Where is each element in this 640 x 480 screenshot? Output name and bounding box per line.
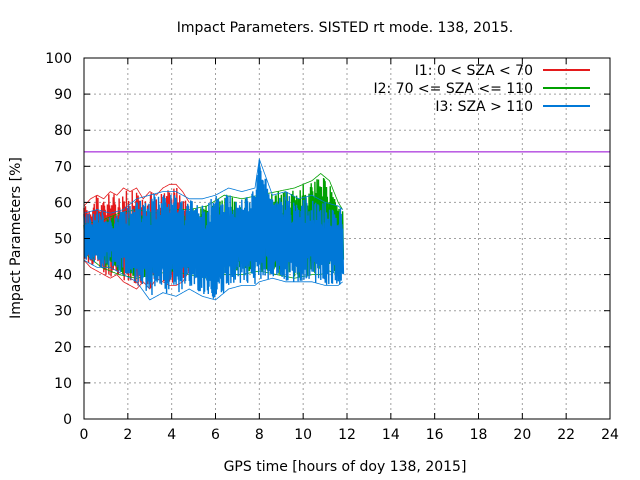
- x-tick-label: 10: [294, 427, 312, 443]
- y-tick-label: 100: [45, 51, 72, 67]
- y-tick-label: 10: [54, 376, 72, 392]
- x-tick-label: 12: [338, 427, 356, 443]
- x-tick-label: 8: [255, 427, 264, 443]
- series-lower-envelope: [83, 259, 190, 290]
- x-tick-label: 0: [80, 427, 89, 443]
- y-tick-label: 90: [54, 87, 72, 103]
- series-3: [83, 157, 345, 301]
- legend-label: I1: 0 < SZA < 70: [415, 63, 533, 79]
- x-ticks: 0 2 4 6 8 10 12 14 16 18 20 22 24: [80, 58, 619, 443]
- y-tick-label: 50: [54, 232, 72, 248]
- y-tick-label: 80: [54, 123, 72, 139]
- series-lower-envelope: [83, 259, 343, 301]
- y-ticks: 0 10 20 30 40 50 60 70 80 90 100: [45, 51, 610, 428]
- series-upper-envelope: [83, 157, 343, 214]
- x-tick-label: 6: [211, 427, 220, 443]
- series-line: [83, 160, 345, 299]
- x-axis-label: GPS time [hours of doy 138, 2015]: [224, 459, 467, 475]
- x-tick-label: 22: [557, 427, 575, 443]
- legend: I1: 0 < SZA < 70 I2: 70 <= SZA <= 110 I3: …: [373, 63, 590, 115]
- y-axis-label: Impact Parameters [%]: [8, 157, 24, 319]
- x-tick-label: 16: [426, 427, 444, 443]
- series-upper-envelope: [83, 172, 343, 225]
- legend-label: I3: SZA > 110: [435, 99, 533, 115]
- series-layer: [83, 157, 345, 301]
- x-tick-label: 14: [382, 427, 400, 443]
- y-tick-label: 30: [54, 304, 72, 320]
- series-upper-envelope: [83, 183, 190, 207]
- legend-label: I2: 70 <= SZA <= 110: [373, 81, 533, 97]
- y-tick-label: 70: [54, 159, 72, 175]
- y-tick-label: 40: [54, 268, 72, 284]
- y-tick-label: 0: [63, 412, 72, 428]
- x-tick-label: 20: [513, 427, 531, 443]
- x-tick-label: 4: [167, 427, 176, 443]
- x-tick-label: 2: [123, 427, 132, 443]
- y-tick-label: 60: [54, 195, 72, 211]
- x-tick-label: 18: [470, 427, 488, 443]
- x-tick-label: 24: [601, 427, 619, 443]
- y-tick-label: 20: [54, 340, 72, 356]
- chart-title: Impact Parameters. SISTED rt mode. 138, …: [177, 20, 513, 36]
